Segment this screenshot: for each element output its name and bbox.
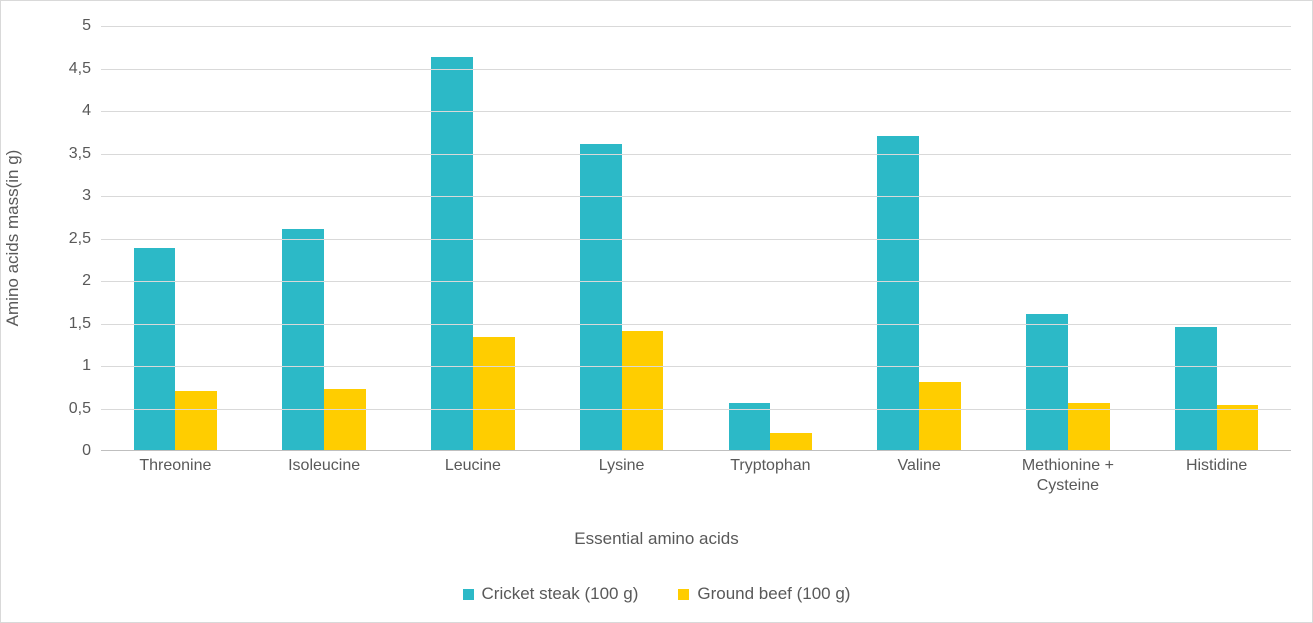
bar [1217, 405, 1259, 450]
gridline [101, 26, 1291, 27]
bar [1068, 403, 1110, 450]
gridline [101, 154, 1291, 155]
bar [580, 144, 622, 450]
bar [770, 433, 812, 450]
bar [175, 391, 217, 451]
bar [877, 136, 919, 451]
legend-label: Cricket steak (100 g) [482, 584, 639, 604]
legend-swatch [463, 589, 474, 600]
bar [431, 57, 473, 450]
x-axis-title: Essential amino acids [1, 529, 1312, 549]
x-tick-label: Lysine [547, 456, 696, 476]
gridline [101, 111, 1291, 112]
gridline [101, 196, 1291, 197]
x-tick-label: Tryptophan [696, 456, 845, 476]
y-tick-label: 0,5 [46, 400, 91, 418]
x-tick-label: Threonine [101, 456, 250, 476]
bar [622, 331, 664, 450]
gridline [101, 281, 1291, 282]
y-tick-label: 1 [46, 357, 91, 375]
y-tick-label: 0 [46, 442, 91, 460]
bar [1175, 327, 1217, 450]
legend-item: Ground beef (100 g) [678, 584, 850, 604]
x-labels-container: ThreonineIsoleucineLeucineLysineTryptoph… [101, 456, 1291, 516]
bar [134, 248, 176, 450]
y-tick-label: 3,5 [46, 145, 91, 163]
x-tick-label: Leucine [399, 456, 548, 476]
plot-area: 00,511,522,533,544,55 [101, 26, 1291, 451]
legend-swatch [678, 589, 689, 600]
x-tick-label: Isoleucine [250, 456, 399, 476]
bar [324, 389, 366, 450]
y-tick-label: 2 [46, 272, 91, 290]
bar [473, 337, 515, 450]
gridline [101, 324, 1291, 325]
y-tick-label: 5 [46, 17, 91, 35]
y-tick-label: 1,5 [46, 315, 91, 333]
y-tick-label: 3 [46, 187, 91, 205]
gridline [101, 366, 1291, 367]
x-tick-label: Methionine +Cysteine [994, 456, 1143, 496]
bar [919, 382, 961, 450]
legend-label: Ground beef (100 g) [697, 584, 850, 604]
y-tick-label: 4,5 [46, 60, 91, 78]
x-tick-label: Histidine [1142, 456, 1291, 476]
gridline [101, 409, 1291, 410]
legend-item: Cricket steak (100 g) [463, 584, 639, 604]
bar [1026, 314, 1068, 450]
bar [282, 229, 324, 450]
legend: Cricket steak (100 g) Ground beef (100 g) [1, 584, 1312, 604]
bar [729, 403, 771, 450]
chart-container: Amino acids mass(in g) 00,511,522,533,54… [0, 0, 1313, 623]
x-tick-label: Valine [845, 456, 994, 476]
gridline [101, 239, 1291, 240]
y-tick-label: 4 [46, 102, 91, 120]
gridline [101, 69, 1291, 70]
y-tick-label: 2,5 [46, 230, 91, 248]
y-axis-title: Amino acids mass(in g) [3, 150, 23, 327]
